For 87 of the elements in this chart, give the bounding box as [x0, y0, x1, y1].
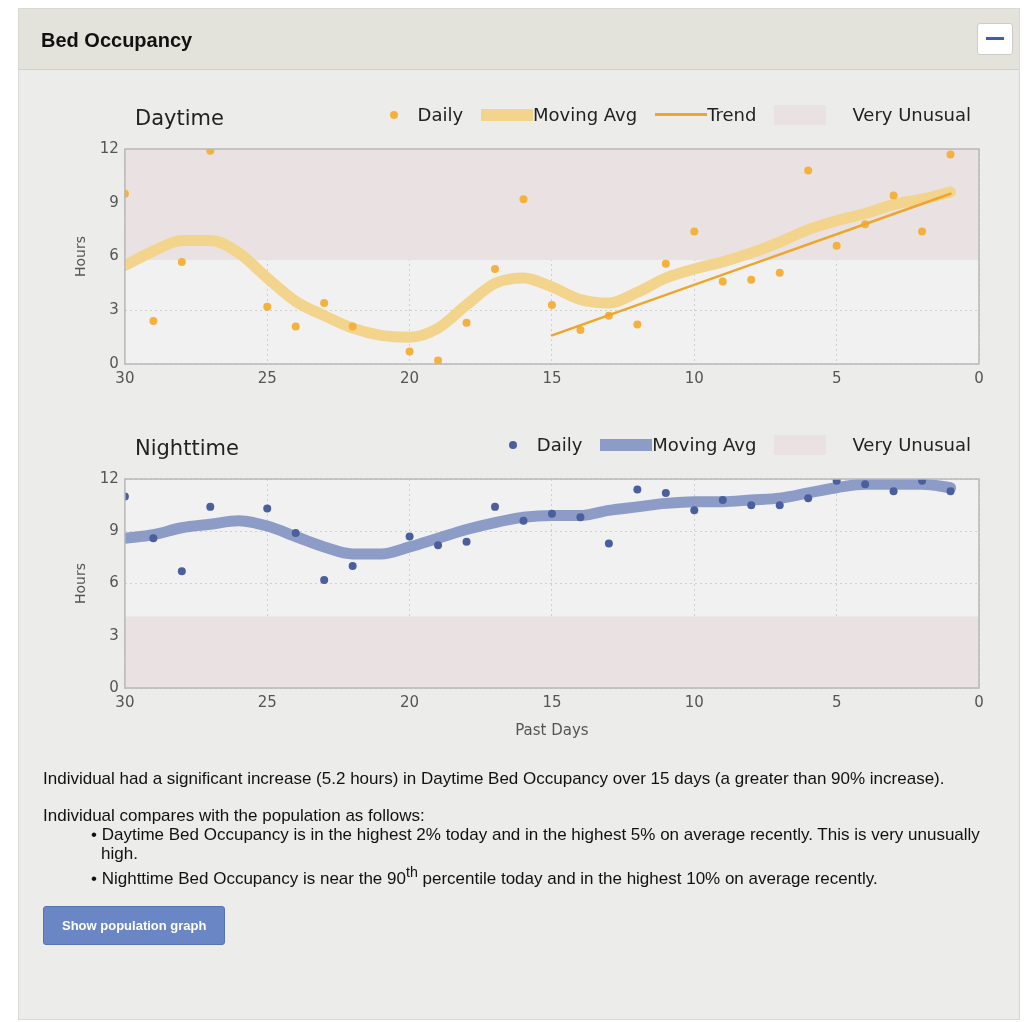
chart-title: Daytime — [135, 106, 224, 130]
text: Bed Occupancy — [41, 29, 193, 52]
point — [405, 347, 414, 356]
point — [747, 275, 756, 284]
point — [519, 516, 528, 525]
point — [775, 501, 784, 510]
point — [177, 567, 186, 576]
y-tick-label: 3 — [109, 300, 119, 319]
legend-label: Moving Avg — [533, 104, 638, 125]
point — [434, 356, 443, 364]
x-tick-label: 20 — [400, 692, 420, 711]
legend-label: Very Unusual — [852, 104, 971, 125]
x-tick-label: 25 — [257, 368, 277, 387]
point — [291, 528, 300, 537]
point — [491, 502, 499, 511]
y-tick-label: 9 — [109, 192, 119, 211]
point — [576, 325, 585, 334]
point — [348, 322, 357, 331]
point — [946, 487, 955, 496]
x-tick-label: 10 — [684, 368, 704, 387]
point — [804, 494, 813, 503]
point — [206, 502, 215, 511]
legend-label: Daily — [536, 434, 583, 455]
point — [491, 265, 499, 274]
point — [320, 299, 329, 308]
point — [832, 241, 841, 250]
point — [263, 504, 272, 513]
point — [861, 480, 870, 489]
point — [633, 485, 642, 494]
point — [946, 150, 955, 159]
point — [690, 506, 699, 515]
point — [661, 259, 670, 268]
point — [604, 539, 613, 548]
point — [462, 537, 471, 546]
y-axis-title: Hours — [72, 562, 89, 605]
y-axis-title: Hours — [72, 235, 89, 278]
point — [405, 532, 414, 541]
point — [690, 227, 699, 236]
point — [918, 227, 927, 236]
point — [519, 195, 528, 204]
legend-label: Moving Avg — [652, 434, 757, 455]
point — [149, 534, 158, 543]
point — [149, 317, 158, 325]
point — [547, 300, 556, 309]
y-tick-label: 6 — [109, 246, 119, 265]
y-tick-label: 12 — [99, 468, 119, 487]
x-tick-label: 5 — [831, 368, 842, 387]
x-tick-label: 15 — [542, 692, 562, 711]
point — [576, 513, 585, 522]
legend-label: Very Unusual — [852, 434, 971, 455]
x-tick-label: 0 — [974, 692, 984, 711]
point — [718, 495, 727, 504]
text: Individual compares with the population as follows: — [43, 806, 426, 825]
text: • Daytime Bed Occupancy is in the highest 2% today and in the highest 5% on average recently. This is very unusually high. — [91, 825, 981, 863]
x-tick-label: 15 — [542, 368, 562, 387]
point — [718, 277, 727, 286]
point — [889, 191, 898, 200]
x-tick-label: 0 — [974, 368, 984, 387]
x-tick-label: 10 — [684, 692, 704, 711]
point — [462, 318, 471, 327]
point — [320, 576, 329, 585]
x-tick-label: 25 — [257, 692, 277, 711]
y-tick-label: 6 — [109, 573, 119, 592]
x-tick-label: 5 — [831, 692, 842, 711]
point — [804, 166, 813, 175]
point — [177, 257, 186, 266]
point — [633, 320, 642, 329]
point — [348, 562, 357, 571]
y-tick-label: 9 — [109, 521, 119, 540]
legend-label: Daily — [417, 104, 464, 125]
text: Individual had a significant increase (5.2 hours) in Daytime Bed Occupancy over 15 days (a greater than 90% increase). — [43, 769, 946, 788]
chart-title: Nighttime — [135, 436, 239, 460]
point — [291, 322, 300, 331]
point — [263, 302, 272, 311]
x-axis-title: Past Days — [515, 720, 589, 739]
point — [547, 509, 556, 518]
y-tick-label: 12 — [99, 138, 119, 157]
x-tick-label: 20 — [400, 368, 420, 387]
point — [434, 541, 443, 550]
point — [747, 501, 756, 510]
point — [661, 488, 670, 497]
text: • Nighttime Bed Occupancy is near the 90$^{th}$ percentile today and in the highest 10% on average recently. — [91, 863, 879, 888]
text: Show population graph — [43, 905, 226, 945]
y-tick-label: 3 — [109, 625, 119, 644]
legend-label: Trend — [707, 104, 757, 125]
point — [775, 268, 784, 277]
point — [889, 487, 898, 496]
